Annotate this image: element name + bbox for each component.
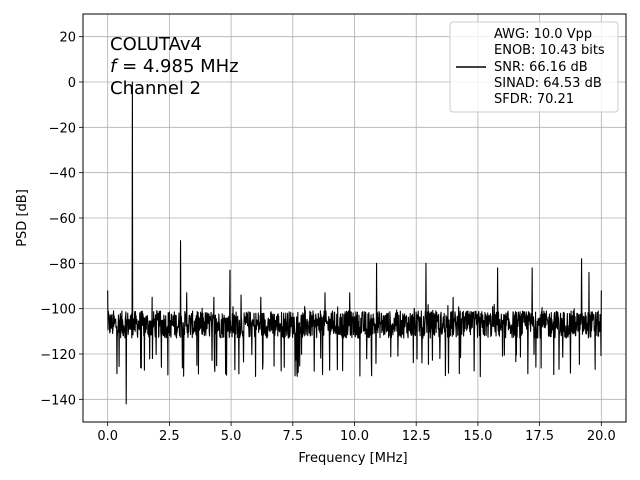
x-tick-label: 15.0 — [463, 429, 492, 444]
annotation-device: COLUTAv4 — [110, 34, 202, 55]
x-axis: 0.0 2.5 5.0 7.5 10.0 12.5 15.0 17.5 20.0 — [97, 422, 616, 444]
legend-entry-enob: ENOB: 10.43 bits — [494, 43, 605, 58]
series-layer — [107, 81, 602, 405]
annotation-frequency: f = 4.985 MHz — [110, 56, 239, 77]
y-tick-label: −140 — [40, 393, 76, 408]
legend-entry-awg: AWG: 10.0 Vpp — [494, 27, 592, 42]
legend-box — [449, 21, 619, 113]
x-axis-label: Frequency [MHz] — [298, 451, 407, 466]
x-tick-label: 7.5 — [282, 429, 303, 444]
legend-entry-sfdr: SFDR: 70.21 — [494, 92, 574, 107]
x-tick-label: 0.0 — [97, 429, 118, 444]
annotation-frequency-value: = 4.985 MHz — [116, 56, 238, 77]
legend: AWG: 10.0 Vpp ENOB: 10.43 bits SNR: 66.1… — [449, 21, 619, 113]
y-axis-label: PSD [dB] — [15, 189, 30, 247]
x-tick-label: 5.0 — [221, 429, 242, 444]
y-tick-label: −20 — [49, 121, 76, 136]
legend-entry-snr: SNR: 66.16 dB — [494, 60, 588, 75]
annotation-frequency-var: f — [110, 56, 119, 77]
y-axis: 20 0 −20 −40 −60 −80 −100 −120 −140 — [40, 31, 83, 408]
x-tick-label: 20.0 — [587, 429, 616, 444]
annotation-channel: Channel 2 — [110, 78, 201, 99]
y-tick-label: −80 — [49, 257, 76, 272]
legend-entry-sinad: SINAD: 64.53 dB — [494, 76, 602, 91]
psd-series-line — [107, 81, 602, 405]
y-tick-label: −60 — [49, 212, 76, 227]
x-tick-label: 12.5 — [402, 429, 431, 444]
y-tick-label: −120 — [40, 348, 76, 363]
y-tick-label: 20 — [59, 31, 76, 46]
chart-annotation: COLUTAv4 f = 4.985 MHz Channel 2 — [110, 34, 239, 99]
x-tick-label: 17.5 — [525, 429, 554, 444]
y-tick-label: −40 — [49, 167, 76, 182]
y-tick-label: −100 — [40, 303, 76, 318]
y-tick-label: 0 — [68, 76, 76, 91]
x-tick-label: 2.5 — [159, 429, 180, 444]
x-tick-label: 10.0 — [340, 429, 369, 444]
